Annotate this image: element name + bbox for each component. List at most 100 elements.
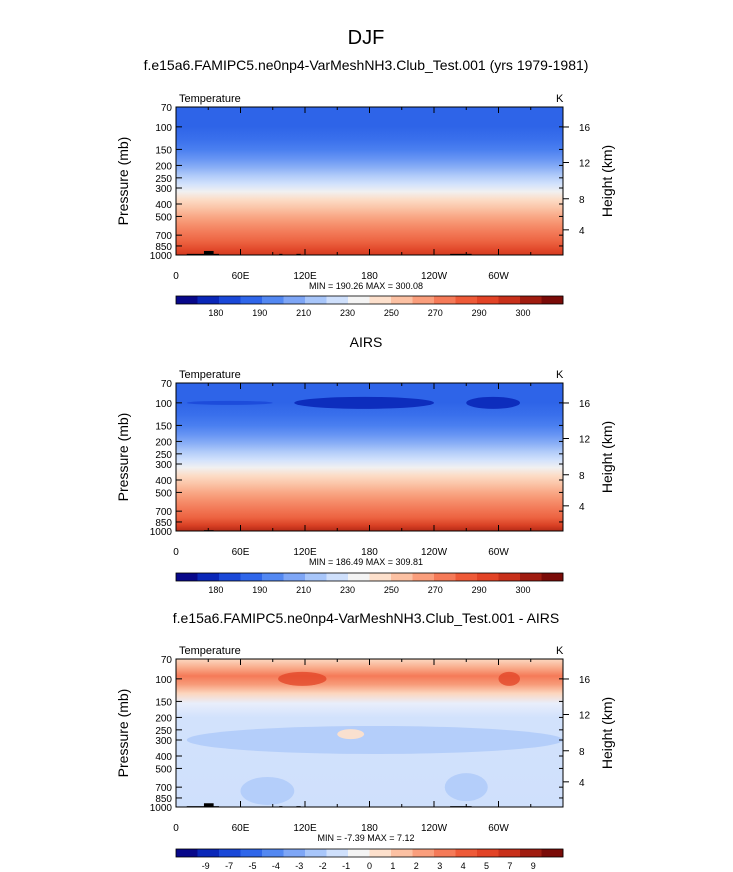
topography-mask — [203, 250, 214, 255]
y-axis-title: Pressure (mb) — [115, 413, 131, 502]
colorbar-label: 180 — [208, 585, 223, 595]
colorbar-label: 270 — [428, 585, 443, 595]
colorbar-swatch — [348, 849, 370, 857]
colorbar-swatch — [369, 573, 392, 581]
colorbar-label: -4 — [272, 861, 280, 871]
colorbar-swatch — [240, 573, 263, 581]
colorbar-label: 1 — [390, 861, 395, 871]
y-axis-title: Pressure (mb) — [115, 137, 131, 226]
colorbar-swatch — [541, 573, 564, 581]
y-tick-label: 200 — [155, 713, 172, 724]
colorbar-swatch — [434, 573, 456, 581]
colorbar-label: 290 — [472, 308, 487, 318]
colorbar-label: 190 — [252, 308, 267, 318]
colorbar-swatch — [391, 573, 413, 581]
y-tick-label: 700 — [155, 231, 172, 242]
colorbar-frame — [175, 572, 564, 582]
colorbar-swatch — [197, 296, 220, 304]
colorbar-swatch — [326, 296, 349, 304]
colorbar-swatch — [326, 849, 349, 857]
x-tick-label: 180 — [361, 271, 378, 282]
height-tick-label: 8 — [579, 471, 585, 482]
colorbar-label: 210 — [296, 585, 311, 595]
cool-contour — [444, 773, 488, 802]
height-tick-label: 8 — [579, 747, 585, 758]
y-tick-label: 500 — [155, 764, 172, 775]
colorbar-swatch — [283, 849, 306, 857]
height-tick-label: 12 — [579, 435, 591, 446]
contour-field — [176, 107, 563, 255]
warm-contour — [278, 671, 327, 686]
colorbar-swatch — [176, 573, 198, 581]
cold-contour — [294, 396, 434, 409]
colorbar-swatch — [520, 296, 542, 304]
y-tick-label: 500 — [155, 212, 172, 223]
height-tick-label: 4 — [579, 502, 585, 513]
colorbar-swatch — [197, 849, 220, 857]
x-tick-label: 0 — [173, 271, 179, 282]
colorbar-swatch — [412, 573, 435, 581]
colorbar-label: 230 — [340, 308, 355, 318]
colorbar-label: 270 — [428, 308, 443, 318]
colorbar-swatch — [455, 573, 478, 581]
colorbar-swatch — [520, 849, 542, 857]
y-tick-label: 250 — [155, 726, 172, 737]
y-tick-label: 150 — [155, 145, 172, 156]
x-tick-label: 60E — [232, 823, 250, 834]
colorbar-label: 250 — [384, 308, 399, 318]
warm-contour — [498, 671, 520, 686]
colorbar-label: -1 — [342, 861, 350, 871]
cool-contour — [240, 776, 295, 805]
height-tick-label: 12 — [579, 159, 591, 170]
colorbar-label: 4 — [461, 861, 466, 871]
x-tick-label: 180 — [361, 547, 378, 558]
units-label: K — [556, 645, 564, 657]
colorbar-swatch — [477, 296, 499, 304]
x-tick-label: 0 — [173, 547, 179, 558]
colorbar-label: 7 — [507, 861, 512, 871]
y-tick-label: 100 — [155, 399, 172, 410]
y-tick-label: 70 — [161, 103, 173, 114]
y-tick-label: 100 — [155, 675, 172, 686]
y-tick-label: 70 — [161, 655, 173, 666]
y-tick-label: 150 — [155, 697, 172, 708]
colorbar-label: 2 — [414, 861, 419, 871]
min-max-label: MIN = 186.49 MAX = 309.81 — [309, 557, 423, 567]
colorbar-label: 300 — [516, 308, 531, 318]
colorbar-swatch — [520, 573, 542, 581]
colorbar-swatch — [541, 849, 564, 857]
colorbar-swatch — [348, 296, 370, 304]
min-max-label: MIN = 190.26 MAX = 300.08 — [309, 281, 423, 291]
x-tick-label: 120E — [293, 271, 317, 282]
y-axis-title: Pressure (mb) — [115, 689, 131, 778]
colorbar-swatch — [262, 849, 284, 857]
colorbar-swatch — [434, 296, 456, 304]
colorbar-swatch — [369, 296, 392, 304]
y-tick-label: 850 — [155, 794, 172, 805]
y-tick-label: 1000 — [150, 251, 173, 262]
colorbar-swatch — [305, 573, 327, 581]
panel-title: f.e15a6.FAMIPC5.ne0np4-VarMeshNH3.Club_T… — [144, 57, 589, 73]
height-tick-label: 4 — [579, 778, 585, 789]
y-axis-title-right: Height (km) — [599, 697, 615, 769]
x-tick-label: 120W — [421, 547, 448, 558]
colorbar-swatch — [240, 849, 263, 857]
colorbar-swatch — [197, 573, 220, 581]
colorbar-label: 5 — [484, 861, 489, 871]
colorbar-swatch — [498, 573, 521, 581]
cold-contour — [466, 396, 520, 409]
y-tick-label: 200 — [155, 161, 172, 172]
colorbar-swatch — [498, 296, 521, 304]
colorbar-swatch — [262, 296, 284, 304]
colorbar-swatch — [391, 849, 413, 857]
colorbar-swatch — [391, 296, 413, 304]
colorbar-label: -5 — [248, 861, 256, 871]
topography-mask — [450, 253, 472, 255]
colorbar-swatch — [455, 849, 478, 857]
colorbar-swatch — [219, 296, 241, 304]
variable-label: Temperature — [179, 369, 241, 381]
colorbar-label: 250 — [384, 585, 399, 595]
y-tick-label: 1000 — [150, 527, 173, 538]
